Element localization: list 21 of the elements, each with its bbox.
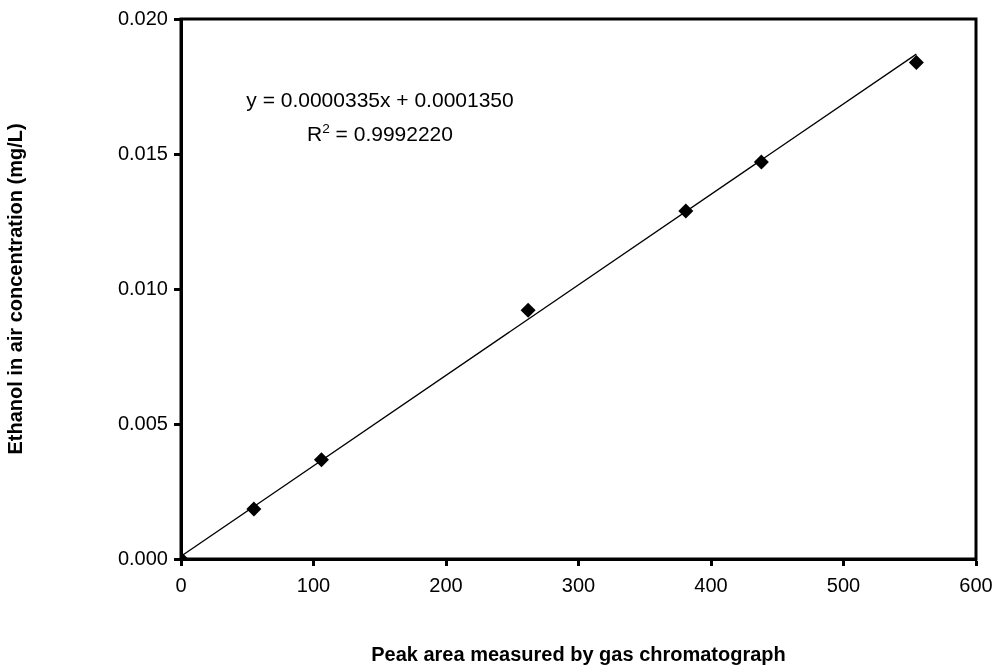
x-tick-label: 200: [429, 573, 463, 596]
point: [313, 452, 329, 468]
point: [678, 203, 694, 219]
point: [246, 501, 262, 517]
x-tick-label: 600: [959, 573, 993, 596]
x-tick-label: 0: [175, 573, 187, 596]
x-axis-title: Peak area measured by gas chromatograph: [371, 642, 786, 665]
y-axis-title: Ethanol in air concentration (mg/L): [3, 123, 26, 455]
y-tick-label: 0.000: [117, 546, 168, 569]
x-tick-label: 400: [694, 573, 728, 596]
point: [753, 154, 769, 170]
y-tick-label: 0.020: [117, 6, 168, 29]
x-tick-label: 300: [561, 573, 596, 596]
annotation: y = 0.0000335x + 0.0001350: [246, 88, 514, 111]
x-tick-label: 100: [296, 573, 331, 596]
x-tick-label: 500: [826, 573, 861, 596]
point: [520, 302, 536, 318]
y-tick-label: 0.015: [117, 141, 168, 164]
y-tick-label: 0.005: [117, 411, 168, 434]
y-tick-label: 0.010: [117, 276, 168, 299]
point: [908, 54, 924, 70]
